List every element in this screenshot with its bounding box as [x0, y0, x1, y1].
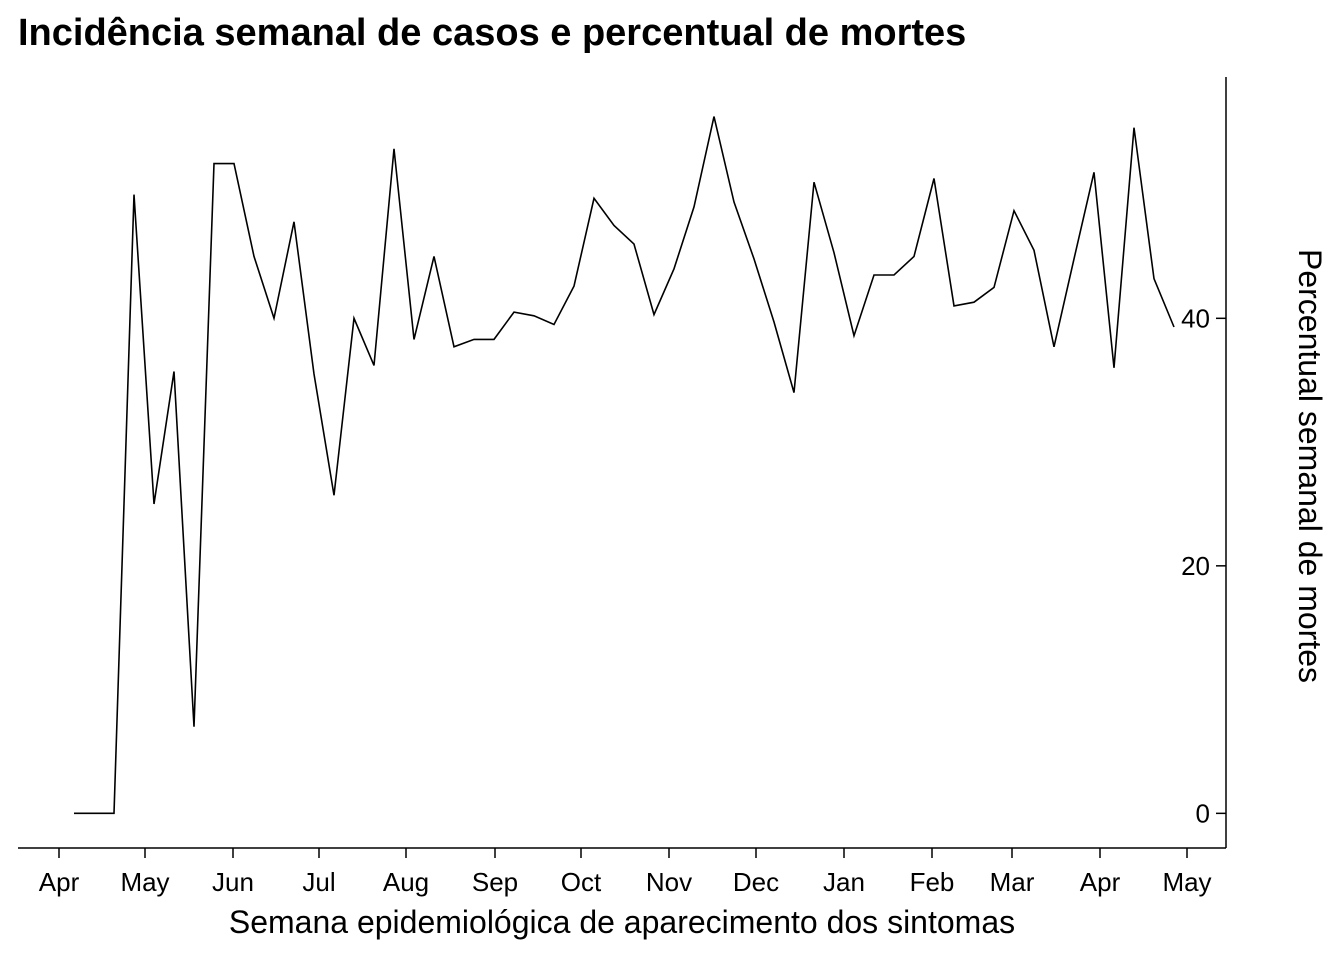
x-tick-label: Aug: [383, 867, 429, 897]
x-axis-title: Semana epidemiológica de aparecimento do…: [229, 904, 1015, 940]
y-axis-title: Percentual semanal de mortes: [1292, 249, 1328, 683]
chart-title: Incidência semanal de casos e percentual…: [18, 12, 967, 54]
x-tick-label: Feb: [910, 867, 955, 897]
x-tick-label: Apr: [39, 867, 80, 897]
x-tick-label: May: [1162, 867, 1211, 897]
x-tick-label: Apr: [1080, 867, 1121, 897]
y-tick-label: 20: [1181, 551, 1210, 581]
x-tick-label: Jun: [212, 867, 254, 897]
x-tick-label: Oct: [561, 867, 602, 897]
y-tick-label: 0: [1196, 798, 1210, 828]
x-ticks: Apr May Jun Jul Aug Sep Oct Nov Dec Jan Feb Mar Apr M…: [39, 848, 1212, 897]
x-tick-label: Dec: [733, 867, 779, 897]
x-tick-label: Jul: [302, 867, 335, 897]
x-tick-label: Mar: [990, 867, 1035, 897]
y-ticks: 0 20 40: [1181, 303, 1226, 828]
y-tick-label: 40: [1181, 303, 1210, 333]
x-tick-label: Sep: [472, 867, 518, 897]
x-tick-label: Jan: [823, 867, 865, 897]
series-line: [74, 116, 1175, 815]
x-tick-label: May: [120, 867, 169, 897]
x-tick-label: Nov: [646, 867, 692, 897]
